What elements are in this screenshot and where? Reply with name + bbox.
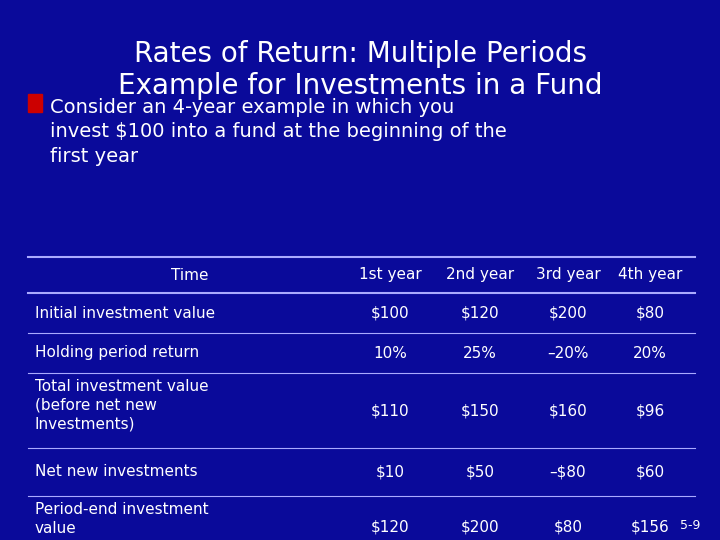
Text: $10: $10 [376,464,405,480]
Text: 4th year: 4th year [618,267,682,282]
Text: $80: $80 [554,519,582,535]
Text: Consider an 4-year example in which you
invest $100 into a fund at the beginning: Consider an 4-year example in which you … [50,98,507,165]
Text: Total investment value
(before net new
Investments): Total investment value (before net new I… [35,379,209,431]
Text: 1st year: 1st year [359,267,421,282]
Text: $96: $96 [635,403,665,418]
Text: Period-end investment
value: Period-end investment value [35,502,209,536]
Text: Rates of Return: Multiple Periods: Rates of Return: Multiple Periods [133,40,587,68]
Text: Initial investment value: Initial investment value [35,306,215,321]
Text: 25%: 25% [463,346,497,361]
Text: –$80: –$80 [549,464,586,480]
Text: 2nd year: 2nd year [446,267,514,282]
Text: –20%: –20% [547,346,589,361]
Text: $50: $50 [466,464,495,480]
Text: 3rd year: 3rd year [536,267,600,282]
Text: Holding period return: Holding period return [35,346,199,361]
Text: $60: $60 [636,464,665,480]
Text: $110: $110 [371,403,409,418]
Text: 5-9: 5-9 [680,519,700,532]
Text: 20%: 20% [633,346,667,361]
Text: Net new investments: Net new investments [35,464,197,480]
Text: $80: $80 [636,306,665,321]
Text: $156: $156 [631,519,670,535]
Text: $150: $150 [461,403,499,418]
Text: $120: $120 [371,519,409,535]
Text: $100: $100 [371,306,409,321]
Text: 10%: 10% [373,346,407,361]
Text: $200: $200 [549,306,588,321]
Text: Example for Investments in a Fund: Example for Investments in a Fund [118,72,602,100]
Text: $200: $200 [461,519,499,535]
FancyBboxPatch shape [28,94,42,112]
Text: Time: Time [171,267,209,282]
Text: $120: $120 [461,306,499,321]
Text: $160: $160 [549,403,588,418]
